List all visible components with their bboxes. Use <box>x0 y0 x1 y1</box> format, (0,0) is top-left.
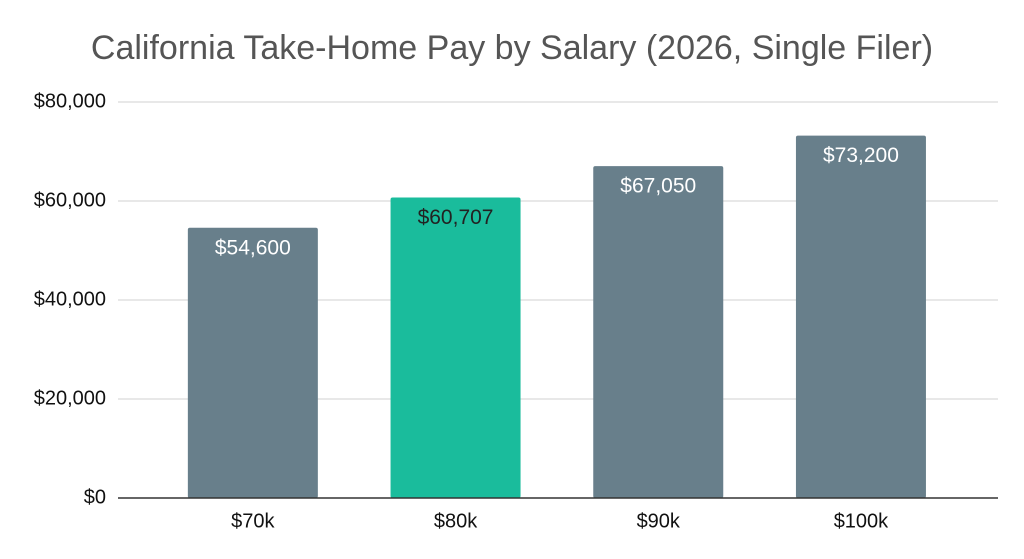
y-tick-label: $60,000 <box>34 189 106 211</box>
value-label: $54,600 <box>215 236 291 259</box>
y-tick-label: $20,000 <box>34 387 106 409</box>
y-tick-label: $80,000 <box>34 90 106 112</box>
x-tick-label: $80k <box>434 510 478 532</box>
value-label: $73,200 <box>823 144 899 167</box>
x-tick-label: $90k <box>637 510 681 532</box>
bar <box>593 166 724 499</box>
chart-title: California Take-Home Pay by Salary (2026… <box>91 29 933 67</box>
value-label: $60,707 <box>418 206 494 229</box>
bar <box>187 227 318 499</box>
bar <box>795 135 926 498</box>
value-label: $67,050 <box>620 175 696 198</box>
x-tick-label: $100k <box>834 510 889 532</box>
bar <box>390 197 521 498</box>
y-tick-label: $0 <box>84 486 106 508</box>
x-tick-label: $70k <box>231 510 275 532</box>
y-tick-label: $40,000 <box>34 288 106 310</box>
